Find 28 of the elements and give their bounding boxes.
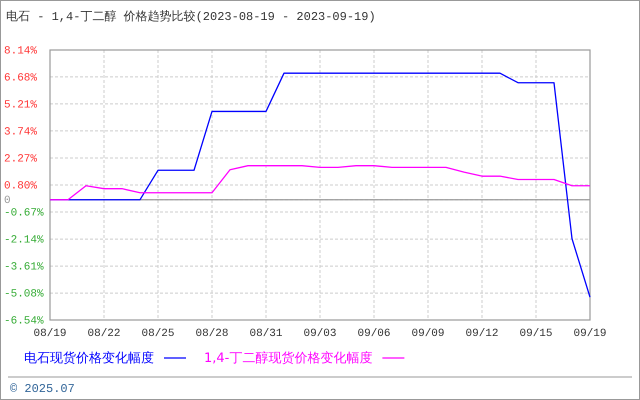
x-tick-label: 09/19 <box>573 328 607 340</box>
x-tick-label: 08/19 <box>33 328 67 340</box>
x-tick-label: 09/15 <box>519 328 553 340</box>
x-tick-label: 09/12 <box>465 328 499 340</box>
chart-title: 电石 - 1,4-丁二醇 价格趋势比较(2023-08-19 - 2023-09-19) <box>6 9 376 24</box>
y-tick-label: -3.61% <box>4 262 44 274</box>
legend-label: 1,4-丁二醇现货价格变化幅度 <box>204 350 372 366</box>
x-tick-label: 09/06 <box>357 328 391 340</box>
y-tick-label: -5.08% <box>4 288 44 301</box>
text: © 2025.07 <box>10 382 75 396</box>
x-tick-label: 08/22 <box>87 328 121 340</box>
line-series <box>49 165 591 200</box>
x-tick-label: 09/09 <box>411 328 445 340</box>
y-tick-label: -0.67% <box>4 208 44 220</box>
y-tick-label: 6.68% <box>4 72 38 84</box>
y-tick-label: 2.27% <box>4 153 38 166</box>
y-tick-label: 3.74% <box>4 126 38 138</box>
y-tick-label: 0 <box>4 195 11 208</box>
legend-label: 电石现货价格变化幅度 <box>24 350 154 366</box>
y-tick-label: -2.14% <box>4 234 44 247</box>
y-tick-label: -6.54% <box>4 316 44 328</box>
x-tick-label: 08/25 <box>141 328 175 340</box>
y-tick-label: 0.80% <box>4 180 38 193</box>
x-tick-label: 08/31 <box>249 328 283 340</box>
y-tick-label: 8.14% <box>4 46 38 58</box>
y-tick-label: 5.21% <box>4 99 38 112</box>
x-tick-label: 08/28 <box>195 328 229 340</box>
x-tick-label: 09/03 <box>303 328 337 340</box>
